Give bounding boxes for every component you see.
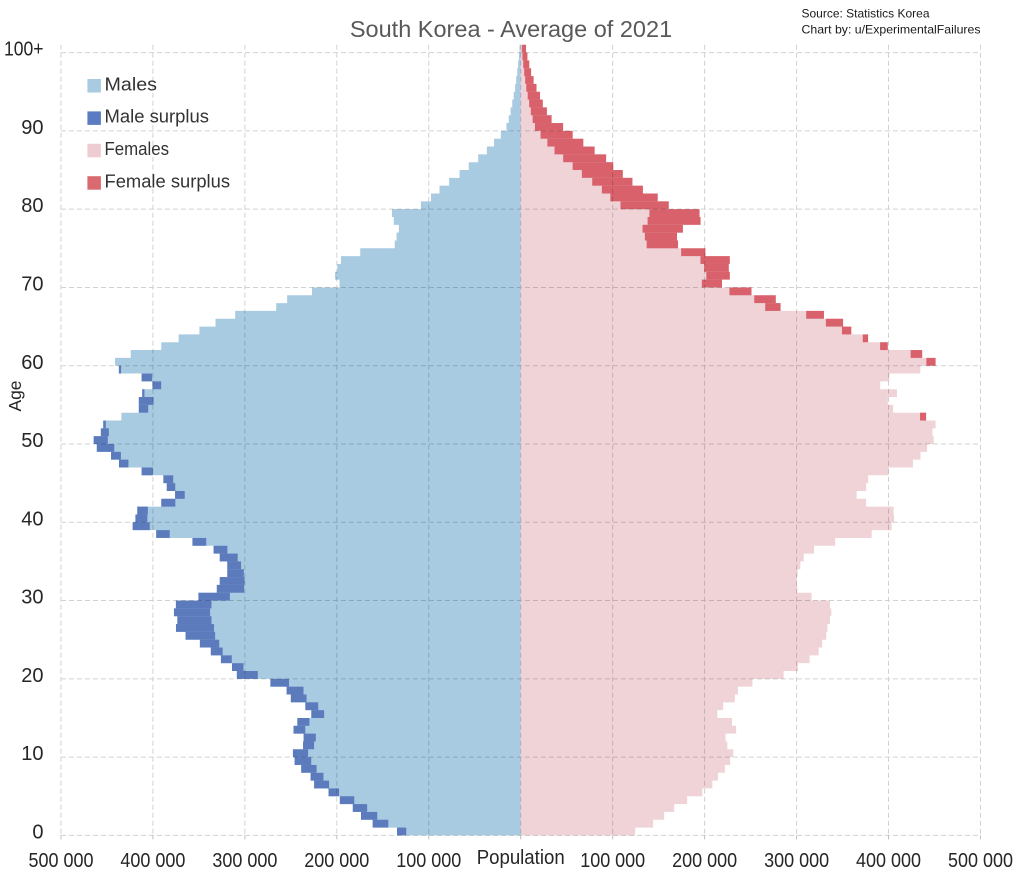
svg-text:70: 70	[21, 274, 43, 296]
svg-text:10: 10	[21, 743, 43, 765]
svg-text:400 000: 400 000	[856, 850, 921, 872]
svg-text:400 000: 400 000	[120, 850, 185, 872]
svg-text:Age: Age	[5, 381, 25, 412]
svg-text:60: 60	[21, 352, 43, 374]
svg-text:South Korea - Average of 2021: South Korea - Average of 2021	[350, 16, 672, 42]
svg-text:200 000: 200 000	[304, 850, 369, 872]
svg-text:Male surplus: Male surplus	[105, 106, 210, 127]
svg-text:0: 0	[32, 822, 43, 844]
svg-text:80: 80	[21, 195, 43, 217]
svg-text:Population: Population	[477, 847, 565, 869]
svg-text:100 000: 100 000	[396, 850, 461, 872]
svg-text:Source: Statistics Korea: Source: Statistics Korea	[802, 7, 930, 21]
svg-text:Female surplus: Female surplus	[105, 171, 231, 192]
svg-text:Males: Males	[105, 73, 158, 94]
svg-text:40: 40	[21, 508, 43, 530]
svg-text:500 000: 500 000	[29, 850, 94, 872]
svg-text:100+: 100+	[4, 39, 44, 61]
svg-text:500 000: 500 000	[948, 850, 1013, 872]
svg-text:200 000: 200 000	[672, 850, 737, 872]
svg-text:Females: Females	[105, 138, 170, 159]
svg-text:300 000: 300 000	[212, 850, 277, 872]
svg-text:90: 90	[21, 117, 43, 139]
svg-text:100 000: 100 000	[580, 850, 645, 872]
svg-text:300 000: 300 000	[764, 850, 829, 872]
svg-text:30: 30	[21, 587, 43, 609]
svg-text:50: 50	[21, 430, 43, 452]
svg-text:Chart by: u/ExperimentalFailur: Chart by: u/ExperimentalFailures	[802, 23, 981, 37]
svg-text:20: 20	[21, 665, 43, 687]
